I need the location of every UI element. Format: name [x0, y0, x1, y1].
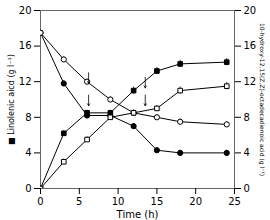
svg-text:20: 20: [189, 196, 202, 207]
svg-text:8: 8: [25, 112, 31, 123]
svg-text:0: 0: [25, 183, 31, 194]
svg-text:8: 8: [244, 112, 250, 123]
svg-text:12: 12: [19, 76, 32, 87]
svg-text:■ Linolenic aicd (g l⁻¹): ■ Linolenic aicd (g l⁻¹): [7, 54, 16, 145]
svg-text:20: 20: [19, 5, 32, 16]
svg-text:0: 0: [37, 196, 43, 207]
svg-text:10-hydroxy-12,15(Z,Z)-octadeca: 10-hydroxy-12,15(Z,Z)-octadecadienoic ac…: [258, 23, 266, 176]
svg-text:4: 4: [244, 147, 250, 158]
svg-text:20: 20: [244, 5, 257, 16]
svg-text:0: 0: [244, 183, 250, 194]
svg-text:15: 15: [151, 196, 164, 207]
svg-text:16: 16: [244, 40, 257, 51]
svg-text:4: 4: [25, 147, 31, 158]
svg-text:Time (h): Time (h): [116, 209, 159, 220]
svg-text:12: 12: [244, 76, 257, 87]
svg-text:16: 16: [19, 40, 32, 51]
svg-text:10: 10: [112, 196, 125, 207]
svg-text:25: 25: [228, 196, 241, 207]
svg-text:5: 5: [76, 196, 82, 207]
